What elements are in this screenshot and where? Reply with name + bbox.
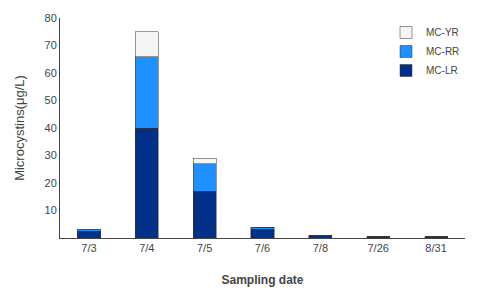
svg-text:MC-YR: MC-YR xyxy=(426,27,459,38)
svg-text:7/6: 7/6 xyxy=(255,242,270,254)
svg-text:10: 10 xyxy=(45,204,57,216)
svg-text:MC-RR: MC-RR xyxy=(426,46,459,57)
svg-text:80: 80 xyxy=(45,12,57,24)
svg-text:Sampling date: Sampling date xyxy=(221,273,303,287)
svg-text:7/8: 7/8 xyxy=(313,242,328,254)
svg-text:Microcystins(μg/L): Microcystins(μg/L) xyxy=(12,75,27,181)
svg-text:30: 30 xyxy=(45,149,57,161)
svg-text:7/4: 7/4 xyxy=(139,242,154,254)
svg-text:60: 60 xyxy=(45,67,57,79)
svg-text:20: 20 xyxy=(45,177,57,189)
svg-text:8/31: 8/31 xyxy=(425,242,446,254)
svg-text:40: 40 xyxy=(45,122,57,134)
svg-text:7/5: 7/5 xyxy=(197,242,212,254)
svg-text:50: 50 xyxy=(45,94,57,106)
svg-text:7/26: 7/26 xyxy=(367,242,388,254)
svg-text:MC-LR: MC-LR xyxy=(426,65,458,76)
svg-text:7/3: 7/3 xyxy=(81,242,96,254)
svg-text:70: 70 xyxy=(45,39,57,51)
